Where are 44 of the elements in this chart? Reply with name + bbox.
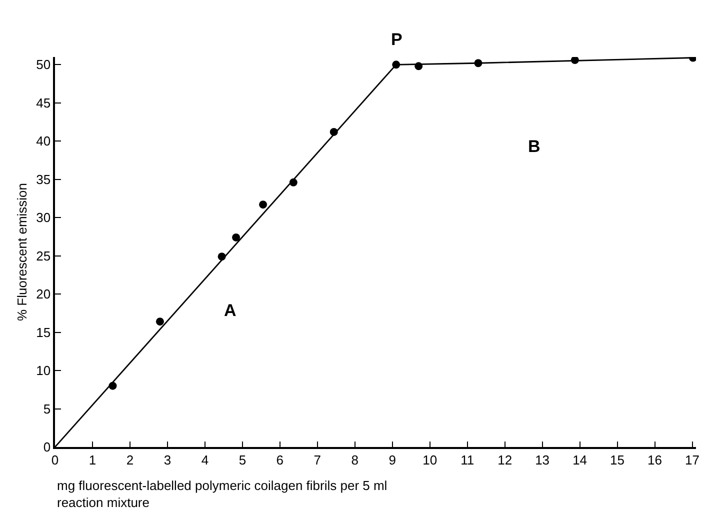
x-tick-label: 10 <box>422 452 438 468</box>
x-tick-label: 17 <box>685 452 700 468</box>
annotation: A <box>224 301 236 320</box>
x-tick-label: 3 <box>164 452 172 468</box>
y-tick-label: 5 <box>43 401 51 416</box>
x-tick-label: 5 <box>238 452 246 468</box>
x-tick-label: 6 <box>276 452 284 468</box>
point <box>392 60 400 69</box>
point <box>330 128 338 136</box>
x-tick-label: 7 <box>314 452 322 468</box>
x-axis-title: mg fluorescent-labelled polymeric coilagen fibrils per 5 ml reaction mixture <box>57 478 388 510</box>
y-tick-label: 0 <box>43 440 51 455</box>
point <box>156 318 164 326</box>
x-tick-label: 1 <box>88 452 96 468</box>
x-tick-label: 2 <box>126 452 134 468</box>
point <box>289 178 298 186</box>
y-tick-label: 40 <box>36 134 51 149</box>
x-tick-label: 14 <box>572 452 588 468</box>
annotation: P <box>391 30 402 49</box>
y-tick-label: 45 <box>36 95 51 110</box>
y-tick-label: 20 <box>36 286 51 302</box>
x-tick-label: 15 <box>610 452 625 468</box>
y-tick-label: 50 <box>36 57 51 72</box>
y-tick-label: 15 <box>36 324 51 340</box>
point <box>108 382 117 390</box>
point <box>570 57 579 64</box>
point <box>414 62 423 70</box>
point <box>218 252 226 261</box>
x-tick-label: 16 <box>648 452 662 468</box>
x-tick-label: 13 <box>535 452 550 468</box>
x-tick-label: 4 <box>201 452 209 468</box>
x-tick-label: 12 <box>498 452 512 468</box>
point <box>474 59 482 68</box>
y-tick-label: 35 <box>36 172 51 187</box>
x-tick-label: 11 <box>460 452 474 468</box>
y-tick-label: 10 <box>36 363 51 378</box>
point <box>259 200 268 209</box>
x-tick-label: 9 <box>388 452 396 468</box>
x-tick-label: 8 <box>351 452 358 468</box>
y-tick-label: 30 <box>36 210 51 226</box>
y-tick-label: 25 <box>36 248 51 264</box>
point <box>232 233 240 242</box>
annotation: B <box>528 137 540 156</box>
y-axis-title: % Fluorescent emission <box>14 183 30 321</box>
